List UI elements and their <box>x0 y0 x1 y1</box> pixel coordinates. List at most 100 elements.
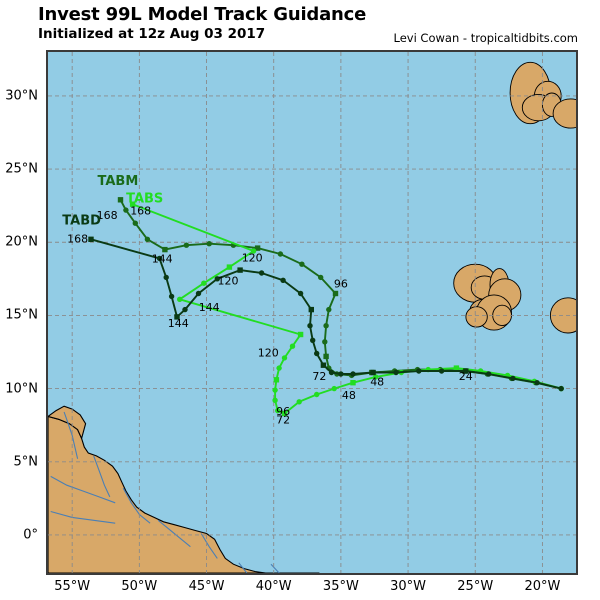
track-point <box>275 407 281 414</box>
map-canvas: 96120144168TABM24487296120144168TABS4872… <box>48 52 576 573</box>
page-subtitle: Initialized at 12z Aug 03 2017 <box>38 26 266 42</box>
y-axis-tick-label: 10°N <box>5 381 38 397</box>
track-hour-label: 96 <box>276 405 290 418</box>
river-line <box>50 510 116 524</box>
track-hour-label: 120 <box>218 275 239 288</box>
river-line <box>200 533 218 559</box>
y-axis-tick-label: 20°N <box>5 234 38 250</box>
track-hour-label: 120 <box>242 251 263 264</box>
map-plot-area: 96 120 144 168 TABM 24 48 72 96 120 144 168 TABS 48 72… <box>46 50 578 575</box>
x-axis-tick-label: 25°W <box>457 579 494 594</box>
river-line <box>63 411 79 459</box>
island <box>552 98 576 129</box>
track-point <box>156 255 163 262</box>
track-hour-label: 48 <box>370 376 384 389</box>
river-line <box>157 519 191 548</box>
track-point <box>174 314 180 320</box>
model-tracks-layer <box>88 197 564 417</box>
track-point <box>182 306 188 313</box>
track-hour-label: 24 <box>459 370 473 383</box>
track-point <box>280 277 286 283</box>
track-point <box>393 369 399 376</box>
y-axis-tick-label: 5°N <box>13 454 39 470</box>
x-axis-tick-label: 20°W <box>524 579 561 594</box>
track-point <box>117 197 124 203</box>
island <box>492 304 512 327</box>
track-hour-label: 72 <box>312 370 326 383</box>
track-hour-label: 168 <box>130 204 151 217</box>
track-point <box>297 331 304 338</box>
track-point <box>318 274 324 281</box>
track-hour-label: 120 <box>258 346 279 359</box>
island <box>465 306 488 328</box>
y-axis-tick-label: 15°N <box>5 307 38 323</box>
track-point <box>534 380 540 386</box>
track-point <box>320 362 327 368</box>
track-hour-label: 144 <box>199 301 220 314</box>
model-name-label-tabm: TABM <box>98 174 139 189</box>
track-hour-label: 72 <box>276 414 290 427</box>
track-point <box>272 397 278 403</box>
track-point <box>453 365 460 371</box>
track-point <box>463 368 469 374</box>
track-point <box>201 280 207 286</box>
track-point <box>296 399 302 405</box>
track-point <box>307 323 313 329</box>
track-point <box>350 380 356 386</box>
attribution-credit: Levi Cowan - tropicaltidbits.com <box>393 31 579 45</box>
y-axis-tick-label: 25°N <box>5 161 38 177</box>
track-point <box>195 290 202 297</box>
river-line <box>270 563 280 573</box>
track-line <box>132 203 562 415</box>
track-point <box>183 242 190 248</box>
track-point <box>332 290 339 297</box>
page-title: Invest 99L Model Track Guidance <box>38 4 367 25</box>
track-point <box>162 246 168 253</box>
x-axis-tick-label: 55°W <box>54 579 91 594</box>
land-layer <box>48 61 576 573</box>
track-point <box>373 374 379 380</box>
track-point <box>273 377 280 383</box>
track-point <box>299 261 305 267</box>
track-point <box>277 251 284 257</box>
track-hour-label: 168 <box>97 209 118 222</box>
x-axis-tick-label: 30°W <box>390 579 426 594</box>
landmass-south-america <box>48 415 320 573</box>
track-point <box>250 248 257 254</box>
track-hour-label: 144 <box>152 253 173 266</box>
track-point <box>276 365 282 371</box>
track-point <box>314 391 320 398</box>
track-point <box>258 270 265 276</box>
track-labels-layer: 96120144168TABM24487296120144168TABS4872… <box>62 174 473 427</box>
track-point <box>254 245 261 251</box>
track-point <box>308 306 314 313</box>
track-point <box>326 306 332 313</box>
model-track-tabd[interactable] <box>88 236 564 392</box>
track-point <box>416 368 422 374</box>
y-axis-tick-label: 0° <box>23 527 38 543</box>
track-point <box>144 236 151 242</box>
track-point <box>163 274 169 281</box>
track-point <box>350 371 356 377</box>
track-point <box>370 369 376 376</box>
track-point <box>331 385 337 392</box>
track-point <box>338 371 344 377</box>
track-point <box>226 264 233 270</box>
x-axis-tick-label: 40°W <box>255 579 292 594</box>
track-point <box>486 371 492 377</box>
x-axis-tick-label: 45°W <box>188 579 225 594</box>
gridlines-layer <box>48 52 576 573</box>
track-hour-label: 96 <box>334 278 348 291</box>
track-point <box>510 375 516 382</box>
track-point <box>322 339 328 345</box>
track-point <box>206 241 212 247</box>
track-point <box>129 201 136 207</box>
river-line <box>122 487 151 524</box>
landmass-south-america <box>48 405 87 441</box>
track-point <box>177 296 183 302</box>
track-point <box>310 337 316 343</box>
track-point <box>281 355 288 361</box>
track-point <box>281 410 288 417</box>
track-hour-label: 48 <box>342 389 356 402</box>
